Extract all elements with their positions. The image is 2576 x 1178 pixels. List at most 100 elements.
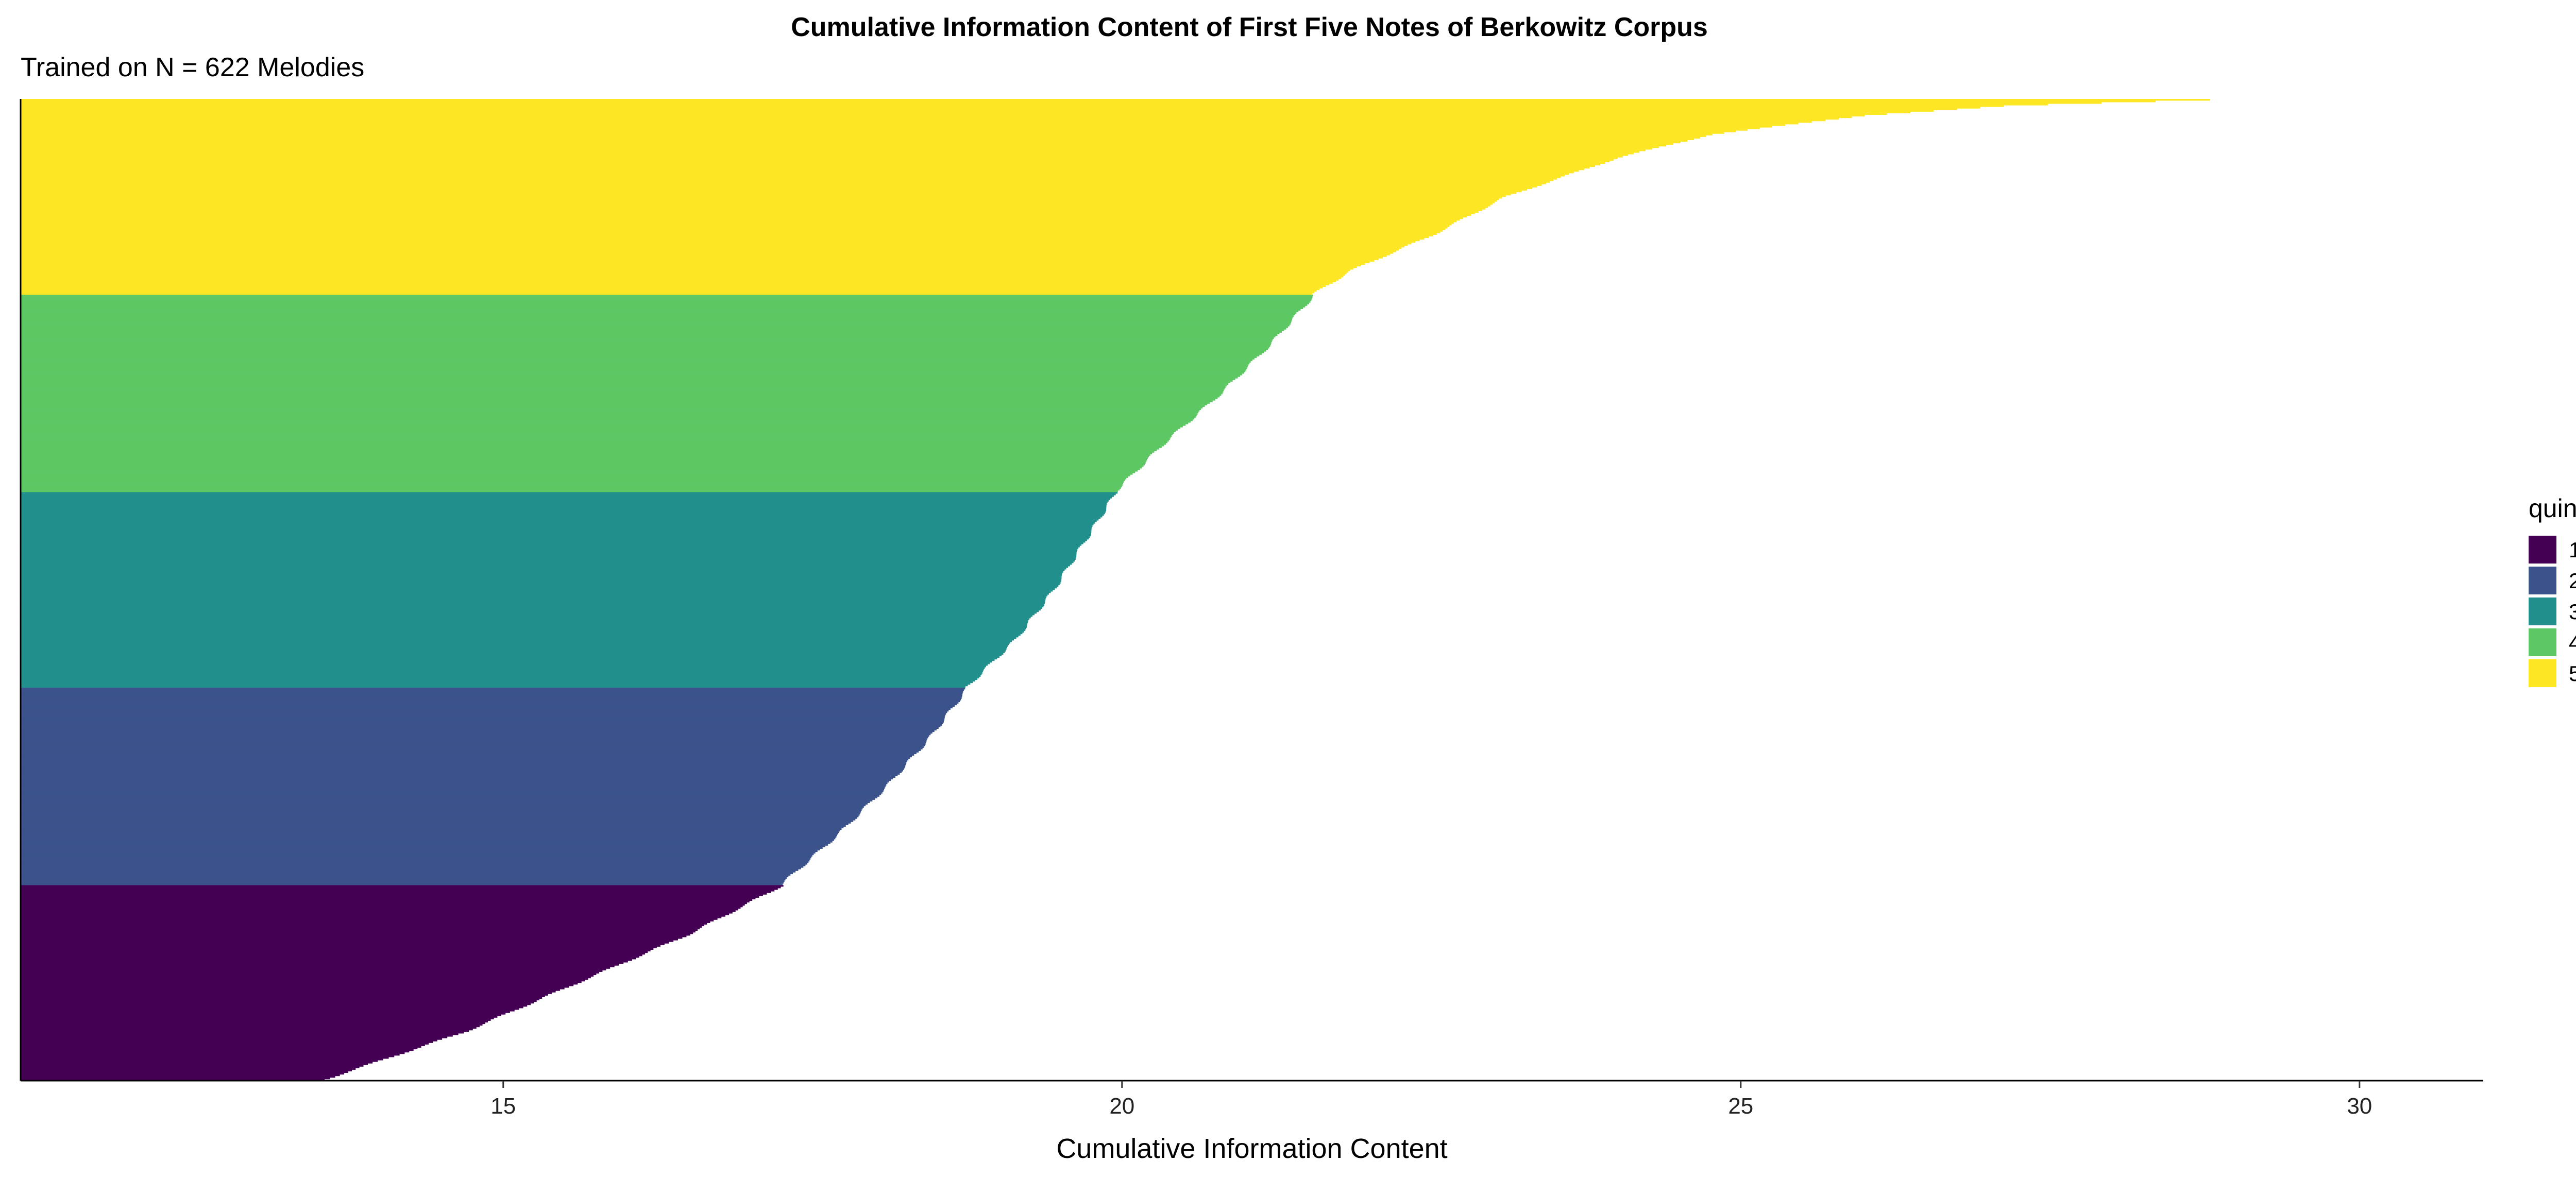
bar-q2	[21, 793, 882, 795]
bar-q3	[21, 602, 1045, 604]
x-ticks-group: 15 20 25 30	[490, 1081, 2372, 1119]
bar-q2	[21, 814, 860, 816]
bar-q4	[21, 342, 1272, 344]
bar-q1	[21, 938, 678, 941]
bar-q1	[21, 918, 718, 920]
bar-q1	[21, 919, 714, 921]
bar-q1	[21, 899, 753, 901]
bar-q4	[21, 390, 1224, 393]
bar-q2	[21, 689, 964, 691]
bar-q1	[21, 957, 636, 960]
bar-q5	[21, 105, 2004, 107]
bar-q4	[21, 433, 1173, 436]
bar-q3	[21, 574, 1062, 576]
bar-q4	[21, 338, 1273, 341]
bar-q2	[21, 758, 909, 761]
bar-q5	[21, 236, 1429, 238]
bar-q2	[21, 847, 823, 849]
bar-q1	[21, 921, 710, 923]
bar-q2	[21, 844, 828, 846]
bar-q1	[21, 991, 556, 993]
bar-q2	[21, 750, 919, 753]
bar-q1	[21, 885, 784, 887]
bar-q2	[21, 798, 875, 800]
bar-q5	[21, 189, 1527, 191]
bar-q4	[21, 487, 1121, 489]
bar-q5	[21, 279, 1339, 281]
bar-q1	[21, 1016, 498, 1018]
bar-q3	[21, 662, 990, 664]
bar-q3	[21, 523, 1094, 525]
bar-q2	[21, 861, 809, 863]
bar-q1	[21, 1068, 356, 1070]
bar-q3	[21, 510, 1106, 513]
bar-q4	[21, 312, 1297, 314]
bar-q2	[21, 817, 857, 819]
bar-q5	[21, 168, 1584, 170]
bar-q4	[21, 468, 1140, 470]
bar-q2	[21, 755, 912, 758]
bar-q1	[21, 893, 767, 895]
bar-q5	[21, 244, 1408, 246]
bar-q5	[21, 154, 1629, 156]
bar-q4	[21, 435, 1172, 437]
bar-q1	[21, 943, 665, 945]
bar-q4	[21, 296, 1313, 298]
bar-q2	[21, 754, 914, 756]
bar-q1	[21, 946, 657, 948]
bar-q1	[21, 1028, 473, 1031]
bar-q4	[21, 406, 1203, 408]
legend-title: quintile	[2529, 494, 2576, 523]
bar-q5	[21, 196, 1502, 199]
bar-q4	[21, 392, 1223, 395]
bar-q5	[21, 249, 1399, 251]
bar-q5	[21, 215, 1467, 218]
bar-q1	[21, 1014, 501, 1016]
bar-q5	[21, 222, 1454, 224]
bar-q3	[21, 665, 986, 668]
bar-q4	[21, 481, 1124, 483]
bar-q3	[21, 591, 1051, 593]
bar-q5	[21, 181, 1550, 183]
bar-q1	[21, 971, 600, 974]
bar-q3	[21, 638, 1014, 641]
bar-q5	[21, 108, 1957, 110]
bar-q4	[21, 359, 1252, 362]
bar-q5	[21, 286, 1323, 289]
bar-q1	[21, 912, 733, 914]
bar-q2	[21, 878, 786, 881]
bar-q4	[21, 394, 1222, 396]
bar-q1	[21, 1066, 360, 1068]
bar-q1	[21, 1065, 364, 1067]
bar-q2	[21, 875, 789, 878]
bar-q5	[21, 230, 1443, 232]
x-tick-label: 30	[2347, 1094, 2372, 1119]
bar-q1	[21, 1006, 523, 1009]
bar-q4	[21, 396, 1220, 398]
bar-q1	[21, 1011, 510, 1013]
legend-swatch-3	[2529, 597, 2556, 625]
bar-q2	[21, 777, 893, 780]
bar-q3	[21, 617, 1031, 619]
bar-q1	[21, 1001, 534, 1004]
bar-q1	[21, 1052, 405, 1054]
bar-q2	[21, 792, 883, 794]
bar-q4	[21, 335, 1276, 338]
bar-q2	[21, 714, 945, 716]
bar-q2	[21, 770, 903, 772]
bar-q2	[21, 848, 820, 851]
bar-q5	[21, 126, 1772, 128]
bar-q4	[21, 438, 1170, 440]
bar-q4	[21, 490, 1118, 492]
bar-q4	[21, 369, 1247, 371]
bar-q4	[21, 318, 1293, 320]
bar-q3	[21, 515, 1103, 518]
bar-q2	[21, 724, 942, 726]
bar-q5	[21, 239, 1420, 242]
bar-q5	[21, 132, 1724, 134]
bar-q1	[21, 888, 778, 890]
bar-q2	[21, 697, 962, 699]
bar-q3	[21, 642, 1010, 644]
bar-q2	[21, 762, 907, 764]
bar-q4	[21, 402, 1210, 404]
